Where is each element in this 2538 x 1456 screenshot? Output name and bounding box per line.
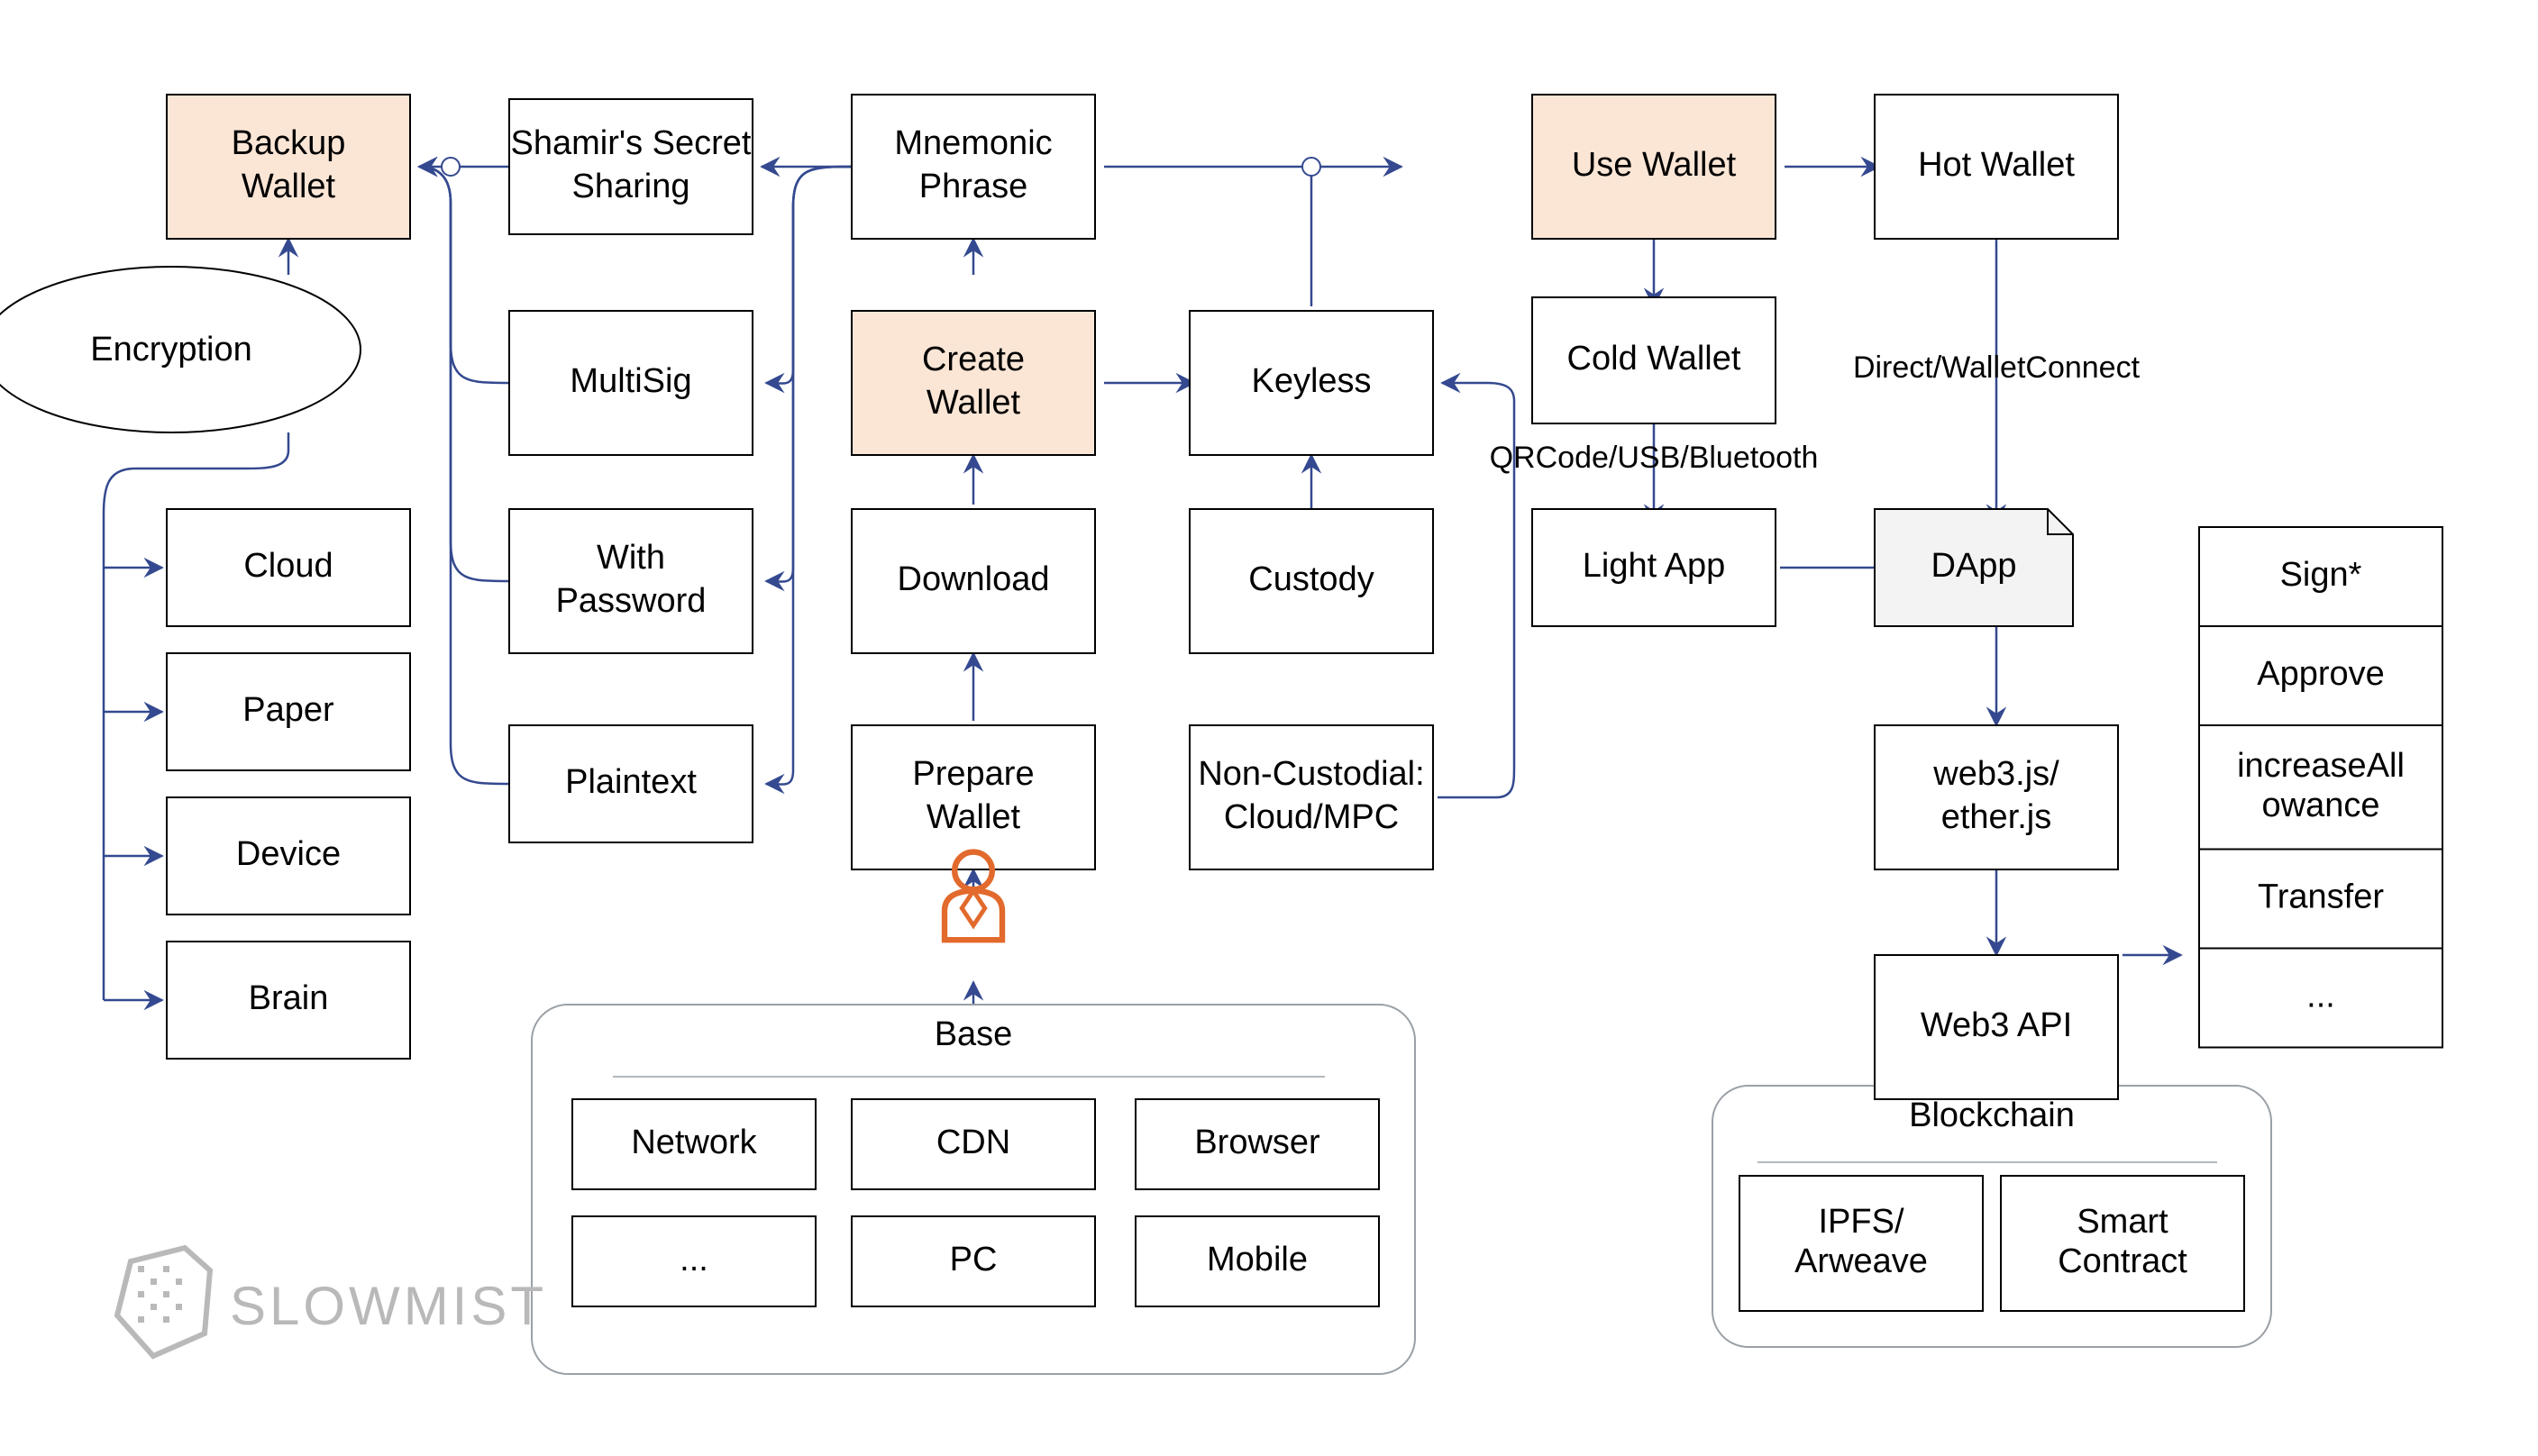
node-label-multisig: MultiSig <box>570 362 691 400</box>
group-cell-label: Smart <box>2077 1203 2168 1241</box>
group-cell-label: CDN <box>936 1124 1010 1161</box>
edge-label-e15: QRCode/USB/Bluetooth <box>1490 441 1819 475</box>
node-label-custody: Custody <box>1248 560 1374 598</box>
logo-dot <box>138 1266 144 1272</box>
group-cell-label: Mobile <box>1207 1241 1308 1279</box>
node-label-encryption: Encryption <box>90 331 252 369</box>
node-withpwd <box>509 509 753 653</box>
group-title-base: Base <box>935 1015 1013 1053</box>
edge-e-withpwd <box>419 167 509 581</box>
logo-dot <box>163 1316 169 1323</box>
logo-dot <box>176 1304 182 1310</box>
node-label-dapp: DApp <box>1931 547 2016 585</box>
logo-dot <box>163 1266 169 1272</box>
node-label-brain: Brain <box>249 979 329 1017</box>
node-label-backup: Wallet <box>242 168 336 205</box>
node-noncust <box>1190 725 1433 869</box>
sidelist-label: Sign* <box>2280 556 2362 594</box>
group-cell-label: Network <box>631 1124 757 1161</box>
edge-e-mnemonic-multisig <box>766 167 852 384</box>
node-label-mnemonic: Mnemonic <box>894 124 1052 162</box>
edge-e-plaintext <box>419 167 509 784</box>
node-label-create: Create <box>922 341 1025 378</box>
node-label-download: Download <box>898 560 1050 598</box>
node-label-web3api: Web3 API <box>1921 1006 2072 1044</box>
node-label-create: Wallet <box>927 384 1021 422</box>
logo-dot <box>163 1291 169 1297</box>
logo-shield-icon <box>117 1248 210 1356</box>
node-label-usewallet: Use Wallet <box>1572 146 1737 184</box>
node-label-paper: Paper <box>242 691 334 729</box>
node-label-withpwd: With <box>597 539 665 577</box>
sidelist-label: Approve <box>2257 655 2385 693</box>
group-cell-label: Browser <box>1194 1124 1320 1161</box>
node-create <box>852 311 1095 455</box>
node-label-lightapp: Light App <box>1583 547 1725 585</box>
edge-label-e8: Direct/WalletConnect <box>1853 350 2141 385</box>
logo-dot <box>176 1279 182 1285</box>
sidelist-label: owance <box>2262 787 2380 824</box>
node-shamir <box>509 99 753 234</box>
node-label-device: Device <box>236 835 341 873</box>
group-cell-label: Arweave <box>1794 1242 1928 1280</box>
edge-e-mnemonic-plaintext <box>766 167 852 785</box>
node-label-keyless: Keyless <box>1251 362 1371 400</box>
node-label-backup: Backup <box>232 124 346 162</box>
node-label-web3js: web3.js/ <box>1932 755 2059 793</box>
logo-text: SLOWMIST <box>230 1276 547 1336</box>
junction-dot <box>1302 158 1320 176</box>
group-cell-label: ... <box>680 1241 708 1279</box>
group-title-blockchain: Blockchain <box>1909 1097 2075 1134</box>
node-label-withpwd: Password <box>556 582 707 620</box>
node-label-noncust: Non-Custodial: <box>1198 755 1424 793</box>
node-label-shamir: Shamir's Secret <box>510 124 751 162</box>
node-prepare <box>852 725 1095 869</box>
junction-dot <box>442 158 460 176</box>
node-mnemonic <box>852 95 1095 239</box>
node-label-noncust: Cloud/MPC <box>1224 798 1399 836</box>
sidelist-label: ... <box>2306 978 2335 1015</box>
node-label-prepare: Prepare <box>912 755 1034 793</box>
sidelist-label: Transfer <box>2258 878 2384 916</box>
wallet-architecture-diagram: Direct/WalletConnect QRCode/USB/Bluetooth… <box>0 0 2538 1456</box>
node-web3js <box>1875 725 2118 869</box>
logo-dot <box>138 1316 144 1323</box>
logo-dot <box>151 1279 157 1285</box>
node-label-plaintext: Plaintext <box>565 763 697 801</box>
group-cell-label: Contract <box>2058 1242 2187 1280</box>
edge-e-mnemonic-withpwd <box>766 167 852 582</box>
node-label-web3js: ether.js <box>1941 798 2052 836</box>
node-label-prepare: Wallet <box>927 798 1021 836</box>
node-label-mnemonic: Phrase <box>919 168 1027 205</box>
node-label-hotwallet: Hot Wallet <box>1918 146 2075 184</box>
node-label-cloud: Cloud <box>243 547 333 585</box>
logo-dot <box>151 1304 157 1310</box>
logo-dot <box>138 1291 144 1297</box>
sidelist-label: increaseAll <box>2237 747 2405 785</box>
group-cell-label: IPFS/ <box>1818 1203 1904 1241</box>
node-backup <box>167 95 410 239</box>
node-label-shamir: Sharing <box>572 168 690 205</box>
node-label-cold: Cold Wallet <box>1567 340 1741 378</box>
edge-e-multisig <box>419 167 509 383</box>
group-cell-label: PC <box>950 1241 998 1279</box>
